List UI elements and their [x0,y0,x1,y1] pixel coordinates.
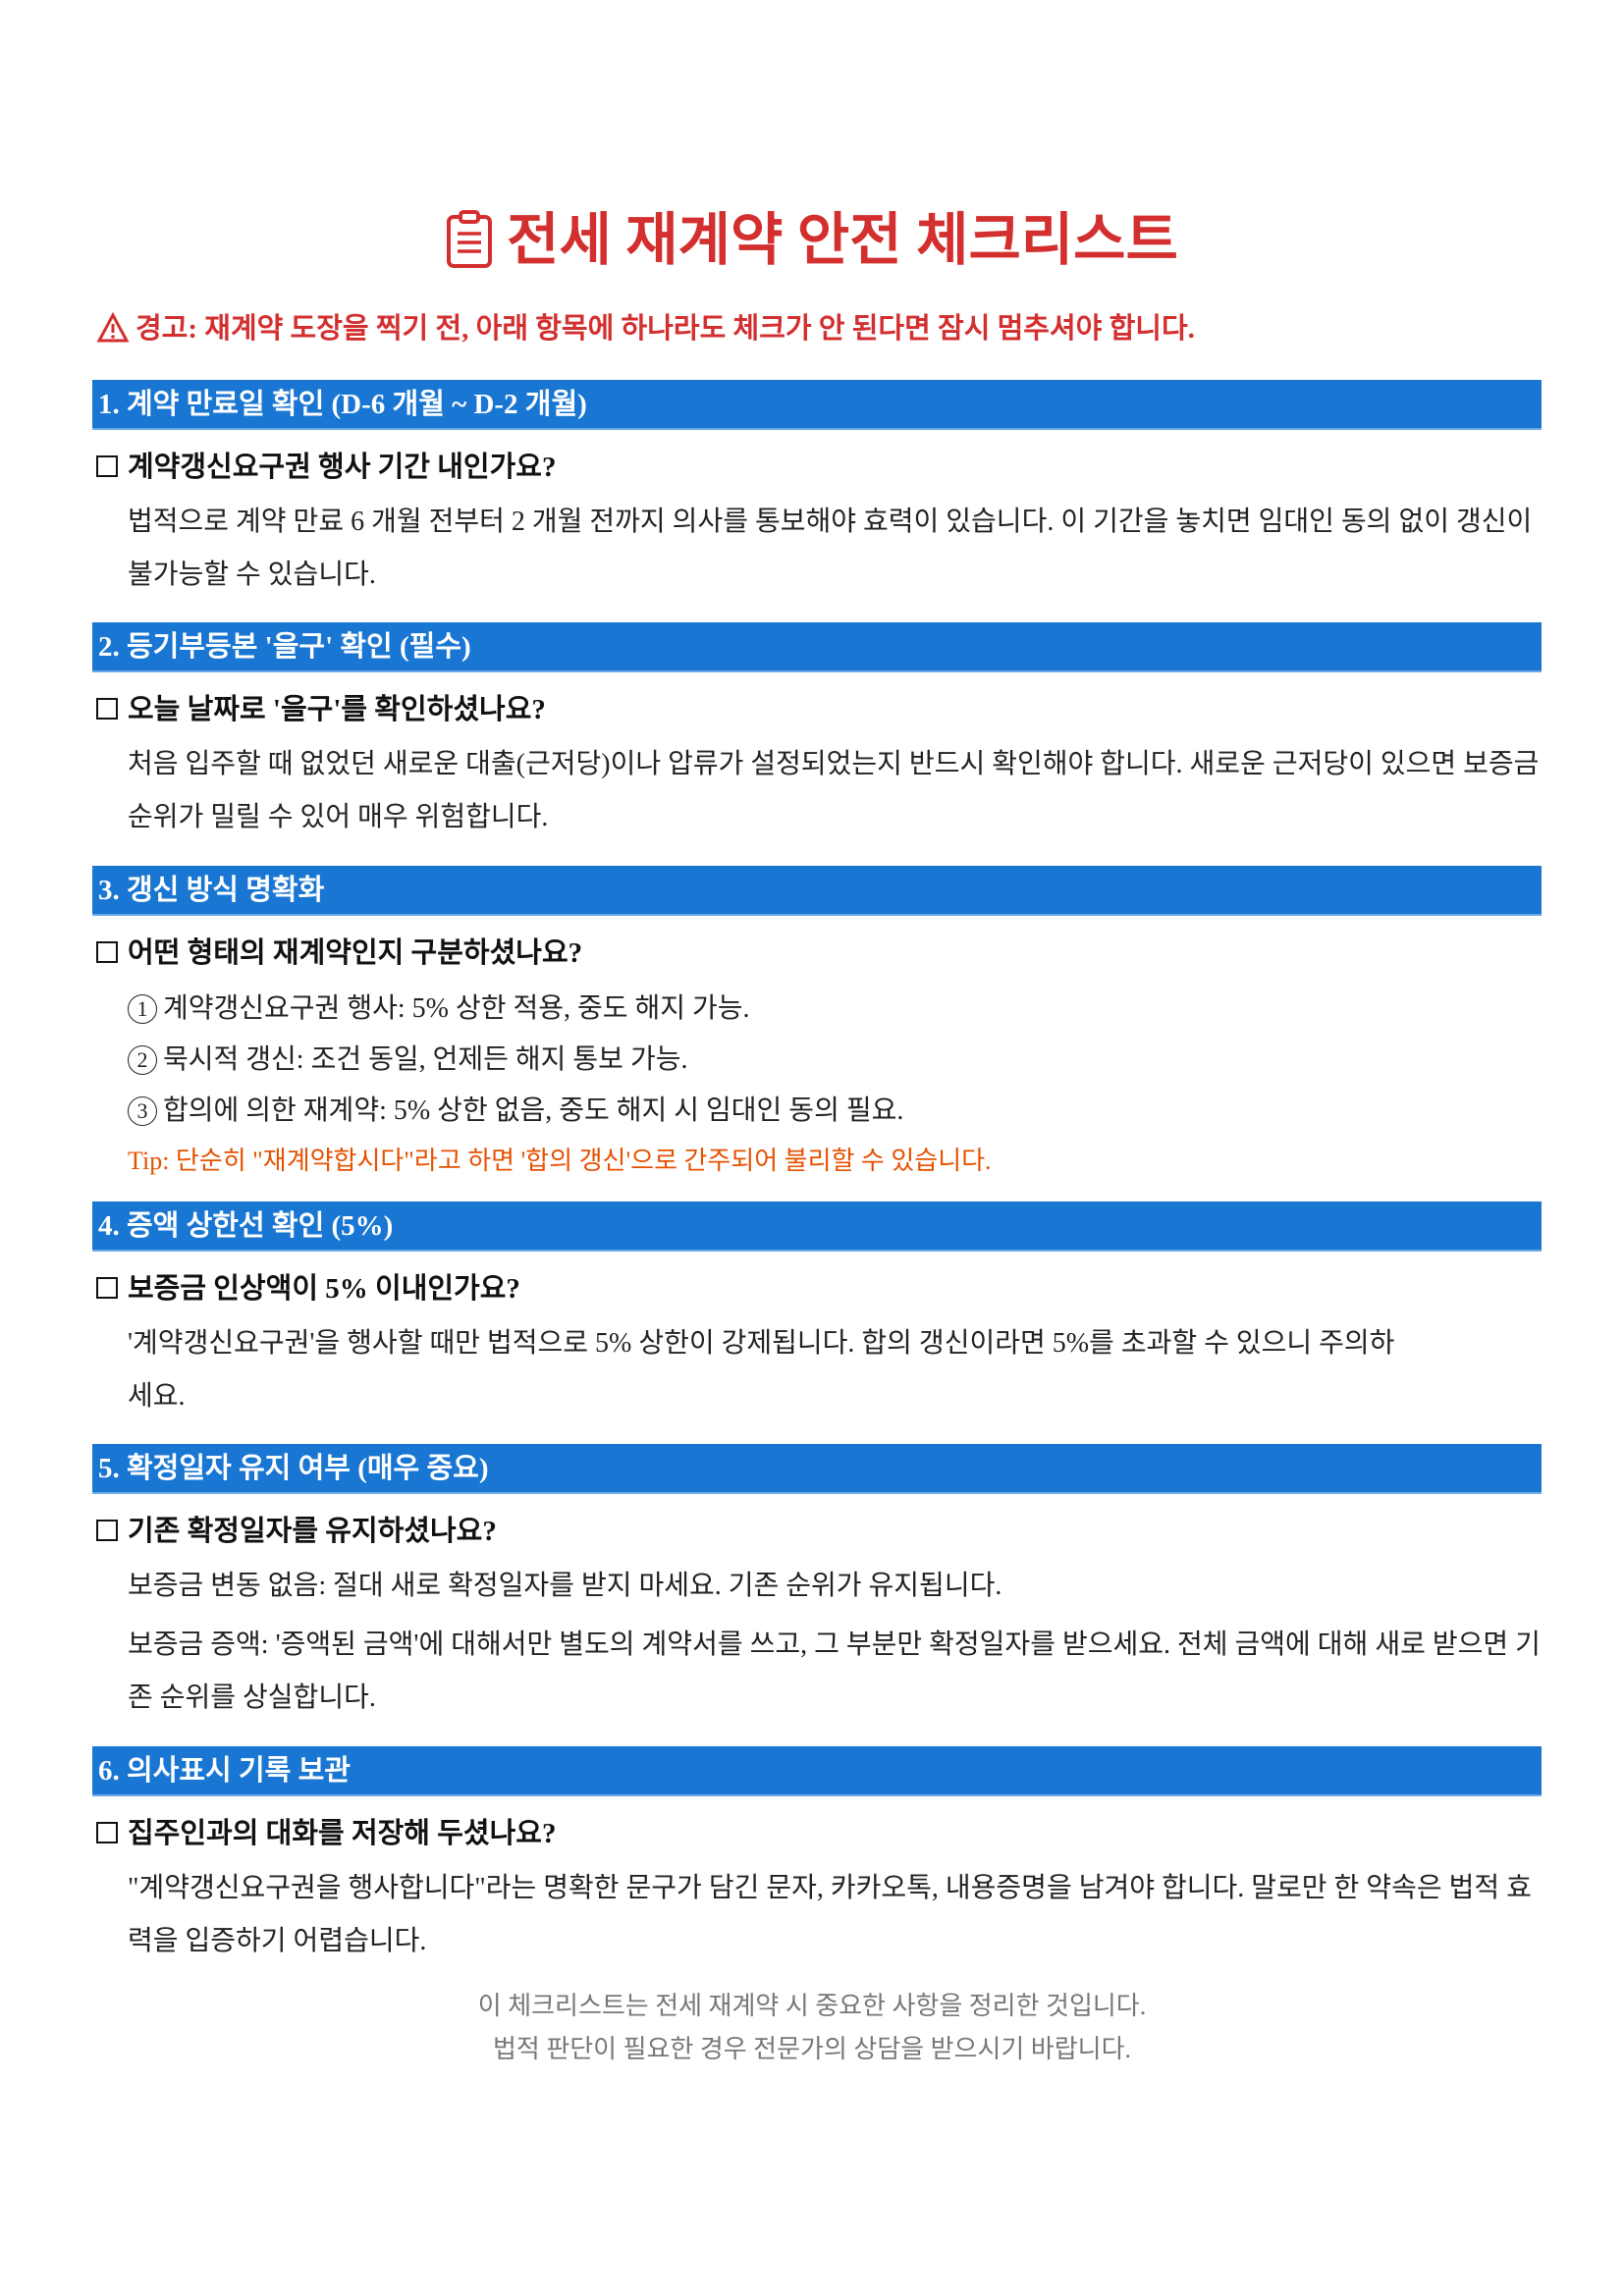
section-header: 1. 계약 만료일 확인 (D-6 개월 ~ D-2 개월) [92,380,1542,430]
checkbox[interactable] [96,1520,118,1541]
item-text: 계약갱신요구권 행사: 5% 상한 적용, 중도 해지 가능. [163,993,750,1024]
section-4: 4. 증액 상한선 확인 (5%) 보증금 인상액이 5% 이내인가요? '계약… [92,1201,1542,1423]
checkbox[interactable] [96,1277,118,1299]
body-text: 보증금 증액: '증액된 금액'에 대해서만 별도의 계약서를 쓰고, 그 부분… [128,1629,1541,1713]
section-body: "계약갱신요구권을 행사합니다"라는 명확한 문구가 담긴 문자, 카카오톡, … [92,1862,1542,1968]
body-text: 보증금 변동 없음: 절대 새로 확정일자를 받지 마세요. 기존 순위가 유지… [128,1571,1002,1601]
section-3: 3. 갱신 방식 명확화 어떤 형태의 재계약인지 구분하셨나요? 1 계약갱신요… [92,866,1542,1186]
checklist-question[interactable]: 기존 확정일자를 유지하셨나요? [92,1512,1542,1551]
footer-note: 이 체크리스트는 전세 재계약 시 중요한 사항을 정리한 것입니다. 법적 판… [0,1985,1624,2071]
section-body: '계약갱신요구권'을 행사할 때만 법적으로 5% 상한이 강제됩니다. 합의 … [92,1317,1542,1423]
question-text: 어떤 형태의 재계약인지 구분하셨나요? [128,937,583,969]
checklist-question[interactable]: 계약갱신요구권 행사 기간 내인가요? [92,448,1542,487]
item-text: 합의에 의한 재계약: 5% 상한 없음, 중도 해지 시 임대인 동의 필요. [163,1095,904,1126]
body-text: 처음 입주할 때 없었던 새로운 대출(근저당)이나 압류가 설정되었는지 반드… [128,749,1540,832]
footer-line: 이 체크리스트는 전세 재계약 시 중요한 사항을 정리한 것입니다. [477,1992,1147,2020]
warning-icon [96,311,130,343]
section-header: 3. 갱신 방식 명확화 [92,866,1542,916]
checkbox[interactable] [96,1822,118,1843]
question-text: 보증금 인상액이 5% 이내인가요? [128,1273,520,1305]
warning-banner: 경고: 재계약 도장을 찍기 전, 아래 항목에 하나라도 체크가 안 된다면 … [96,309,1195,348]
body-text: '계약갱신요구권'을 행사할 때만 법적으로 5% 상한이 강제됩니다. 합의 … [128,1328,1395,1412]
section-body: 법적으로 계약 만료 6 개월 전부터 2 개월 전까지 의사를 통보해야 효력… [92,496,1542,602]
section-header: 6. 의사표시 기록 보관 [92,1746,1542,1796]
question-text: 계약갱신요구권 행사 기간 내인가요? [128,452,557,483]
section-1: 1. 계약 만료일 확인 (D-6 개월 ~ D-2 개월) 계약갱신요구권 행… [92,380,1542,602]
clipboard-icon [447,210,493,268]
section-body: 1 계약갱신요구권 행사: 5% 상한 적용, 중도 해지 가능. 2 묵시적 갱신… [92,984,1542,1186]
section-header: 4. 증액 상한선 확인 (5%) [92,1201,1542,1252]
circled-number: 1 [128,994,157,1024]
checklist-question[interactable]: 어떤 형태의 재계약인지 구분하셨나요? [92,934,1542,973]
checkbox[interactable] [96,698,118,720]
section-2: 2. 등기부등본 '을구' 확인 (필수) 오늘 날짜로 '을구'를 확인하셨나… [92,622,1542,844]
question-text: 오늘 날짜로 '을구'를 확인하셨나요? [128,694,546,725]
body-text: "계약갱신요구권을 행사합니다"라는 명확한 문구가 담긴 문자, 카카오톡, … [128,1873,1532,1956]
checkbox[interactable] [96,941,118,963]
section-header: 2. 등기부등본 '을구' 확인 (필수) [92,622,1542,672]
circled-number: 2 [128,1045,157,1075]
body-text: 법적으로 계약 만료 6 개월 전부터 2 개월 전까지 의사를 통보해야 효력… [128,507,1533,590]
section-6: 6. 의사표시 기록 보관 집주인과의 대화를 저장해 두셨나요? "계약갱신요… [92,1746,1542,1968]
item-text: 묵시적 갱신: 조건 동일, 언제든 해지 통보 가능. [163,1044,688,1075]
question-text: 기존 확정일자를 유지하셨나요? [128,1516,497,1547]
tip-text: Tip: 단순히 "재계약합시다"라고 하면 '합의 갱신'으로 간주되어 불리… [128,1147,992,1175]
question-text: 집주인과의 대화를 저장해 두셨나요? [128,1818,557,1849]
list-item: 3 합의에 의한 재계약: 5% 상한 없음, 중도 해지 시 임대인 동의 필요… [128,1086,1542,1137]
list-item: 1 계약갱신요구권 행사: 5% 상한 적용, 중도 해지 가능. [128,984,1542,1035]
section-body: 보증금 변동 없음: 절대 새로 확정일자를 받지 마세요. 기존 순위가 유지… [92,1560,1542,1725]
checklist-question[interactable]: 보증금 인상액이 5% 이내인가요? [92,1269,1542,1308]
circled-number: 3 [128,1096,157,1126]
checklist-question[interactable]: 오늘 날짜로 '을구'를 확인하셨나요? [92,690,1542,729]
warning-text: 경고: 재계약 도장을 찍기 전, 아래 항목에 하나라도 체크가 안 된다면 … [135,313,1195,345]
section-body: 처음 입주할 때 없었던 새로운 대출(근저당)이나 압류가 설정되었는지 반드… [92,738,1542,844]
footer-line: 법적 판단이 필요한 경우 전문가의 상담을 받으시기 바랍니다. [492,2035,1131,2063]
section-header: 5. 확정일자 유지 여부 (매우 중요) [92,1444,1542,1494]
page-title: 전세 재계약 안전 체크리스트 [0,206,1624,275]
checkbox[interactable] [96,455,118,477]
section-5: 5. 확정일자 유지 여부 (매우 중요) 기존 확정일자를 유지하셨나요? 보… [92,1444,1542,1725]
list-item: 2 묵시적 갱신: 조건 동일, 언제든 해지 통보 가능. [128,1035,1542,1086]
checklist-question[interactable]: 집주인과의 대화를 저장해 두셨나요? [92,1814,1542,1853]
title-text: 전세 재계약 안전 체크리스트 [507,208,1178,272]
